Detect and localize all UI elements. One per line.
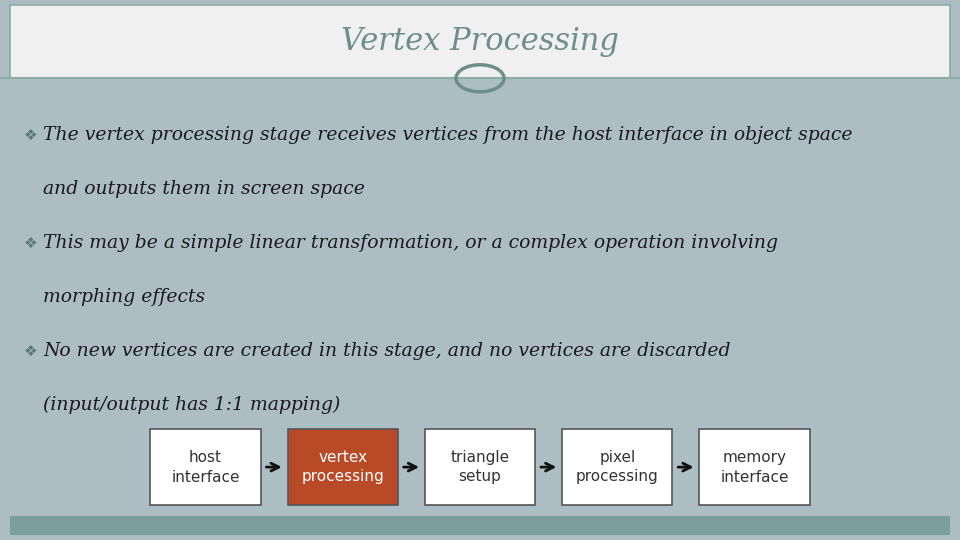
Text: This may be a simple linear transformation, or a complex operation involving: This may be a simple linear transformati… [43,234,779,252]
Text: ❖: ❖ [24,127,37,143]
Text: (input/output has 1:1 mapping): (input/output has 1:1 mapping) [43,396,341,414]
Text: vertex
processing: vertex processing [301,450,384,484]
Text: ❖: ❖ [24,343,37,359]
FancyBboxPatch shape [288,429,397,505]
Text: pixel
processing: pixel processing [576,450,659,484]
FancyBboxPatch shape [424,429,536,505]
Text: triangle
setup: triangle setup [450,450,510,484]
FancyBboxPatch shape [10,516,950,535]
FancyBboxPatch shape [563,429,672,505]
Text: host
interface: host interface [171,450,240,484]
Text: No new vertices are created in this stage, and no vertices are discarded: No new vertices are created in this stag… [43,342,731,360]
Text: and outputs them in screen space: and outputs them in screen space [43,180,365,198]
Text: morphing effects: morphing effects [43,288,205,306]
Text: memory
interface: memory interface [720,450,789,484]
FancyBboxPatch shape [150,429,260,505]
FancyBboxPatch shape [10,5,950,78]
Text: Vertex Processing: Vertex Processing [341,26,619,57]
Text: ❖: ❖ [24,235,37,251]
FancyBboxPatch shape [699,429,810,505]
Text: The vertex processing stage receives vertices from the host interface in object : The vertex processing stage receives ver… [43,126,852,144]
